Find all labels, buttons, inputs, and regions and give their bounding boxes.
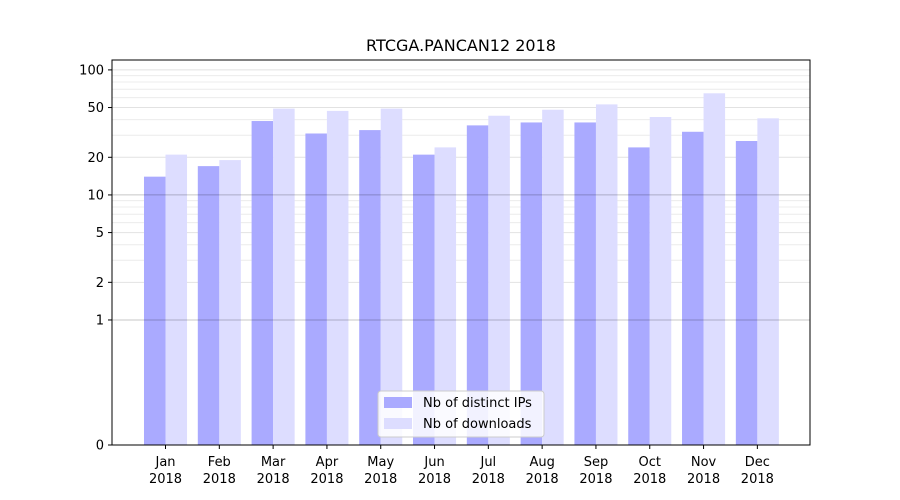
bar-ips-apr xyxy=(305,133,327,445)
y-tick-label: 2 xyxy=(96,276,104,291)
bar-downloads-feb xyxy=(219,160,241,445)
legend-swatch-ips xyxy=(384,397,412,408)
x-tick-label-month: Jan xyxy=(154,455,175,470)
x-tick-label-month: May xyxy=(367,455,394,470)
bar-ips-jul xyxy=(466,125,489,445)
bar-ips-jun xyxy=(413,154,435,446)
x-tick-label-year: 2018 xyxy=(418,472,451,487)
x-tick-label-month: Mar xyxy=(261,455,286,470)
bar-ips-aug xyxy=(520,122,543,445)
bar-downloads-mar xyxy=(273,108,295,445)
x-tick-label-month: Jun xyxy=(423,455,444,470)
bar-downloads-nov xyxy=(703,93,726,446)
y-tick-label: 50 xyxy=(87,101,104,116)
y-tick-label: 20 xyxy=(87,151,104,166)
x-tick-label-year: 2018 xyxy=(687,472,720,487)
x-tick-label-month: Jul xyxy=(479,455,496,470)
x-tick-label-year: 2018 xyxy=(633,472,666,487)
x-tick-label-month: Apr xyxy=(316,455,339,470)
x-tick-label-month: Dec xyxy=(745,455,770,470)
bar-downloads-sep xyxy=(595,104,618,445)
x-tick-label-year: 2018 xyxy=(741,472,774,487)
bar-downloads-oct xyxy=(649,117,672,445)
x-tick-label-year: 2018 xyxy=(149,472,182,487)
y-tick-label: 5 xyxy=(96,226,104,241)
y-tick-label: 100 xyxy=(79,63,104,78)
y-tick-label: 0 xyxy=(96,439,104,454)
x-tick-label-month: Feb xyxy=(208,455,231,470)
reference-lines xyxy=(112,194,810,321)
bar-ips-jan xyxy=(143,176,166,445)
x-tick-label-year: 2018 xyxy=(257,472,290,487)
legend-label-downloads: Nb of downloads xyxy=(423,417,532,432)
bar-downloads-dec xyxy=(757,118,779,445)
bar-downloads-jun xyxy=(434,147,457,446)
bar-downloads-jan xyxy=(165,154,188,446)
bars-layer xyxy=(143,93,779,446)
x-tick-label-year: 2018 xyxy=(364,472,397,487)
bar-ips-mar xyxy=(251,121,274,446)
legend: Nb of distinct IPs Nb of downloads xyxy=(377,390,545,438)
x-tick-label-month: Aug xyxy=(529,455,554,470)
x-tick-label-month: Nov xyxy=(691,455,717,470)
legend-box xyxy=(377,390,545,438)
chart-title: RTCGA.PANCAN12 2018 xyxy=(366,36,556,55)
bar-ips-may xyxy=(359,130,381,445)
x-axis: Jan 2018 Feb 2018 Mar 2018 Apr 2018 May 2018 Jun 20… xyxy=(149,445,774,487)
plot-frame xyxy=(111,59,811,446)
x-tick-label-year: 2018 xyxy=(310,472,343,487)
x-tick-label-month: Oct xyxy=(639,455,661,470)
y-axis: 0 1 2 5 10 20 50 100 xyxy=(79,63,112,454)
x-tick-label-year: 2018 xyxy=(203,472,236,487)
bar-downloads-aug xyxy=(542,109,564,445)
x-tick-label-year: 2018 xyxy=(579,472,612,487)
bar-ips-oct xyxy=(628,147,650,446)
bar-ips-dec xyxy=(735,140,758,445)
legend-swatch-downloads xyxy=(384,418,412,429)
y-tick-label: 1 xyxy=(96,313,104,328)
bar-downloads-jul xyxy=(488,115,510,445)
bar-ips-feb xyxy=(197,166,220,445)
legend-label-ips: Nb of distinct IPs xyxy=(423,396,532,411)
bar-downloads-may xyxy=(380,108,403,445)
bar-ips-nov xyxy=(682,131,704,445)
bar-downloads-apr xyxy=(326,110,349,445)
x-tick-label-year: 2018 xyxy=(472,472,505,487)
y-tick-label: 10 xyxy=(87,188,104,203)
x-tick-label-year: 2018 xyxy=(526,472,559,487)
x-tick-label-month: Sep xyxy=(584,455,609,470)
bar-ips-sep xyxy=(574,122,596,445)
